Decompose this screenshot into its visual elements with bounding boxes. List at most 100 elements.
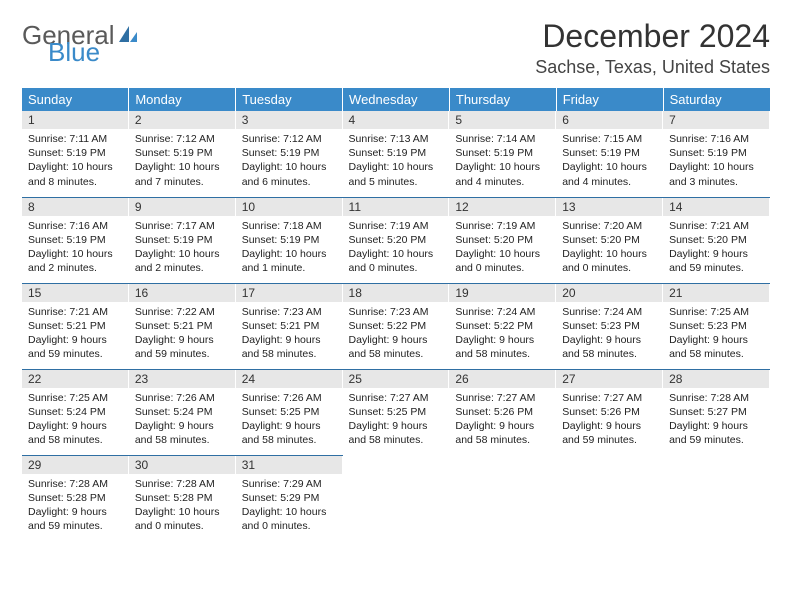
sunrise-text: Sunrise: 7:11 AM [28, 132, 123, 146]
daylight-line2: and 59 minutes. [669, 261, 764, 275]
sunrise-text: Sunrise: 7:26 AM [135, 391, 230, 405]
day-details: Sunrise: 7:28 AMSunset: 5:28 PMDaylight:… [129, 474, 236, 538]
sunset-text: Sunset: 5:28 PM [28, 491, 123, 505]
sunrise-text: Sunrise: 7:23 AM [242, 305, 337, 319]
daylight-line2: and 7 minutes. [135, 175, 230, 189]
daylight-line2: and 0 minutes. [242, 519, 337, 533]
weekday-header-row: Sunday Monday Tuesday Wednesday Thursday… [22, 88, 770, 111]
sunrise-text: Sunrise: 7:14 AM [455, 132, 550, 146]
daylight-line2: and 58 minutes. [455, 433, 550, 447]
calendar-day-cell: 3Sunrise: 7:12 AMSunset: 5:19 PMDaylight… [236, 111, 343, 197]
sunrise-text: Sunrise: 7:19 AM [349, 219, 444, 233]
day-details: Sunrise: 7:27 AMSunset: 5:25 PMDaylight:… [343, 388, 450, 452]
daylight-line2: and 6 minutes. [242, 175, 337, 189]
sunrise-text: Sunrise: 7:25 AM [28, 391, 123, 405]
sunset-text: Sunset: 5:24 PM [135, 405, 230, 419]
calendar-week-row: 22Sunrise: 7:25 AMSunset: 5:24 PMDayligh… [22, 369, 770, 455]
calendar-day-cell [343, 455, 450, 541]
calendar-day-cell: 28 Sunrise: 7:28 AMSunset: 5:27 PMDayligh… [663, 369, 770, 455]
day-number: 3 [236, 111, 343, 129]
sunset-text: Sunset: 5:20 PM [349, 233, 444, 247]
daylight-line2: and 2 minutes. [135, 261, 230, 275]
day-details: Sunrise: 7:26 AMSunset: 5:25 PMDaylight:… [236, 388, 343, 452]
day-details: Sunrise: 7:20 AMSunset: 5:20 PMDaylight:… [556, 216, 663, 280]
day-number: 7 [663, 111, 770, 129]
day-number: 15 [22, 284, 129, 302]
day-details: Sunrise: 7:11 AMSunset: 5:19 PMDaylight:… [22, 129, 129, 193]
sunset-text: Sunset: 5:19 PM [28, 146, 123, 160]
day-number: 26 [449, 370, 556, 388]
daylight-line1: Daylight: 10 hours [242, 247, 337, 261]
sunset-text: Sunset: 5:19 PM [349, 146, 444, 160]
day-number: 6 [556, 111, 663, 129]
day-details: Sunrise: 7:16 AMSunset: 5:19 PMDaylight:… [22, 216, 129, 280]
daylight-line1: Daylight: 10 hours [562, 247, 657, 261]
day-details: Sunrise: 7:27 AMSunset: 5:26 PMDaylight:… [449, 388, 556, 452]
sunrise-text: Sunrise: 7:16 AM [28, 219, 123, 233]
weekday-header: Friday [556, 88, 663, 111]
daylight-line1: Daylight: 9 hours [455, 419, 550, 433]
sunrise-text: Sunrise: 7:18 AM [242, 219, 337, 233]
sunrise-text: Sunrise: 7:12 AM [242, 132, 337, 146]
calendar-day-cell: 13Sunrise: 7:20 AMSunset: 5:20 PMDayligh… [556, 197, 663, 283]
sunrise-text: Sunrise: 7:23 AM [349, 305, 444, 319]
daylight-line1: Daylight: 9 hours [669, 419, 764, 433]
day-number: 5 [449, 111, 556, 129]
day-details: Sunrise: 7:21 AMSunset: 5:21 PMDaylight:… [22, 302, 129, 366]
daylight-line2: and 3 minutes. [669, 175, 764, 189]
day-details: Sunrise: 7:21 AMSunset: 5:20 PMDaylight:… [663, 216, 770, 280]
sunset-text: Sunset: 5:19 PM [242, 233, 337, 247]
calendar-day-cell: 18Sunrise: 7:23 AMSunset: 5:22 PMDayligh… [343, 283, 450, 369]
calendar-day-cell: 22Sunrise: 7:25 AMSunset: 5:24 PMDayligh… [22, 369, 129, 455]
day-number: 20 [556, 284, 663, 302]
day-details: Sunrise: 7:17 AMSunset: 5:19 PMDaylight:… [129, 216, 236, 280]
sunset-text: Sunset: 5:20 PM [669, 233, 764, 247]
daylight-line1: Daylight: 9 hours [562, 333, 657, 347]
sunset-text: Sunset: 5:23 PM [669, 319, 764, 333]
daylight-line2: and 59 minutes. [669, 433, 764, 447]
calendar-day-cell: 25Sunrise: 7:27 AMSunset: 5:25 PMDayligh… [343, 369, 450, 455]
daylight-line2: and 58 minutes. [349, 347, 444, 361]
daylight-line1: Daylight: 9 hours [242, 333, 337, 347]
daylight-line1: Daylight: 10 hours [242, 160, 337, 174]
daylight-line1: Daylight: 10 hours [28, 247, 123, 261]
sunrise-text: Sunrise: 7:28 AM [669, 391, 764, 405]
day-details: Sunrise: 7:22 AMSunset: 5:21 PMDaylight:… [129, 302, 236, 366]
calendar-day-cell: 7Sunrise: 7:16 AMSunset: 5:19 PMDaylight… [663, 111, 770, 197]
sunrise-text: Sunrise: 7:12 AM [135, 132, 230, 146]
day-number: 19 [449, 284, 556, 302]
calendar-week-row: 15Sunrise: 7:21 AMSunset: 5:21 PMDayligh… [22, 283, 770, 369]
sunset-text: Sunset: 5:20 PM [455, 233, 550, 247]
day-details: Sunrise: 7:19 AMSunset: 5:20 PMDaylight:… [343, 216, 450, 280]
sunrise-text: Sunrise: 7:21 AM [28, 305, 123, 319]
sunset-text: Sunset: 5:20 PM [562, 233, 657, 247]
day-number: 28 [663, 370, 770, 388]
sunrise-text: Sunrise: 7:21 AM [669, 219, 764, 233]
calendar-day-cell: 9Sunrise: 7:17 AMSunset: 5:19 PMDaylight… [129, 197, 236, 283]
calendar-day-cell: 2Sunrise: 7:12 AMSunset: 5:19 PMDaylight… [129, 111, 236, 197]
day-number: 14 [663, 198, 770, 216]
sunset-text: Sunset: 5:27 PM [669, 405, 764, 419]
month-title: December 2024 [535, 18, 770, 55]
calendar-day-cell: 23Sunrise: 7:26 AMSunset: 5:24 PMDayligh… [129, 369, 236, 455]
sunrise-text: Sunrise: 7:22 AM [135, 305, 230, 319]
calendar-day-cell: 1Sunrise: 7:11 AMSunset: 5:19 PMDaylight… [22, 111, 129, 197]
day-details: Sunrise: 7:24 AMSunset: 5:23 PMDaylight:… [556, 302, 663, 366]
sunrise-text: Sunrise: 7:24 AM [455, 305, 550, 319]
daylight-line1: Daylight: 9 hours [349, 333, 444, 347]
day-details: Sunrise: 7:23 AMSunset: 5:21 PMDaylight:… [236, 302, 343, 366]
day-details: Sunrise: 7:19 AMSunset: 5:20 PMDaylight:… [449, 216, 556, 280]
calendar-day-cell: 31Sunrise: 7:29 AMSunset: 5:29 PMDayligh… [236, 455, 343, 541]
daylight-line2: and 1 minute. [242, 261, 337, 275]
daylight-line2: and 0 minutes. [455, 261, 550, 275]
calendar-day-cell: 17Sunrise: 7:23 AMSunset: 5:21 PMDayligh… [236, 283, 343, 369]
daylight-line2: and 58 minutes. [242, 433, 337, 447]
sunrise-text: Sunrise: 7:25 AM [669, 305, 764, 319]
daylight-line1: Daylight: 9 hours [669, 333, 764, 347]
daylight-line1: Daylight: 10 hours [135, 505, 230, 519]
calendar-day-cell: 12Sunrise: 7:19 AMSunset: 5:20 PMDayligh… [449, 197, 556, 283]
daylight-line1: Daylight: 10 hours [242, 505, 337, 519]
day-details: Sunrise: 7:16 AMSunset: 5:19 PMDaylight:… [663, 129, 770, 193]
day-details: Sunrise: 7:14 AMSunset: 5:19 PMDaylight:… [449, 129, 556, 193]
sunset-text: Sunset: 5:26 PM [562, 405, 657, 419]
